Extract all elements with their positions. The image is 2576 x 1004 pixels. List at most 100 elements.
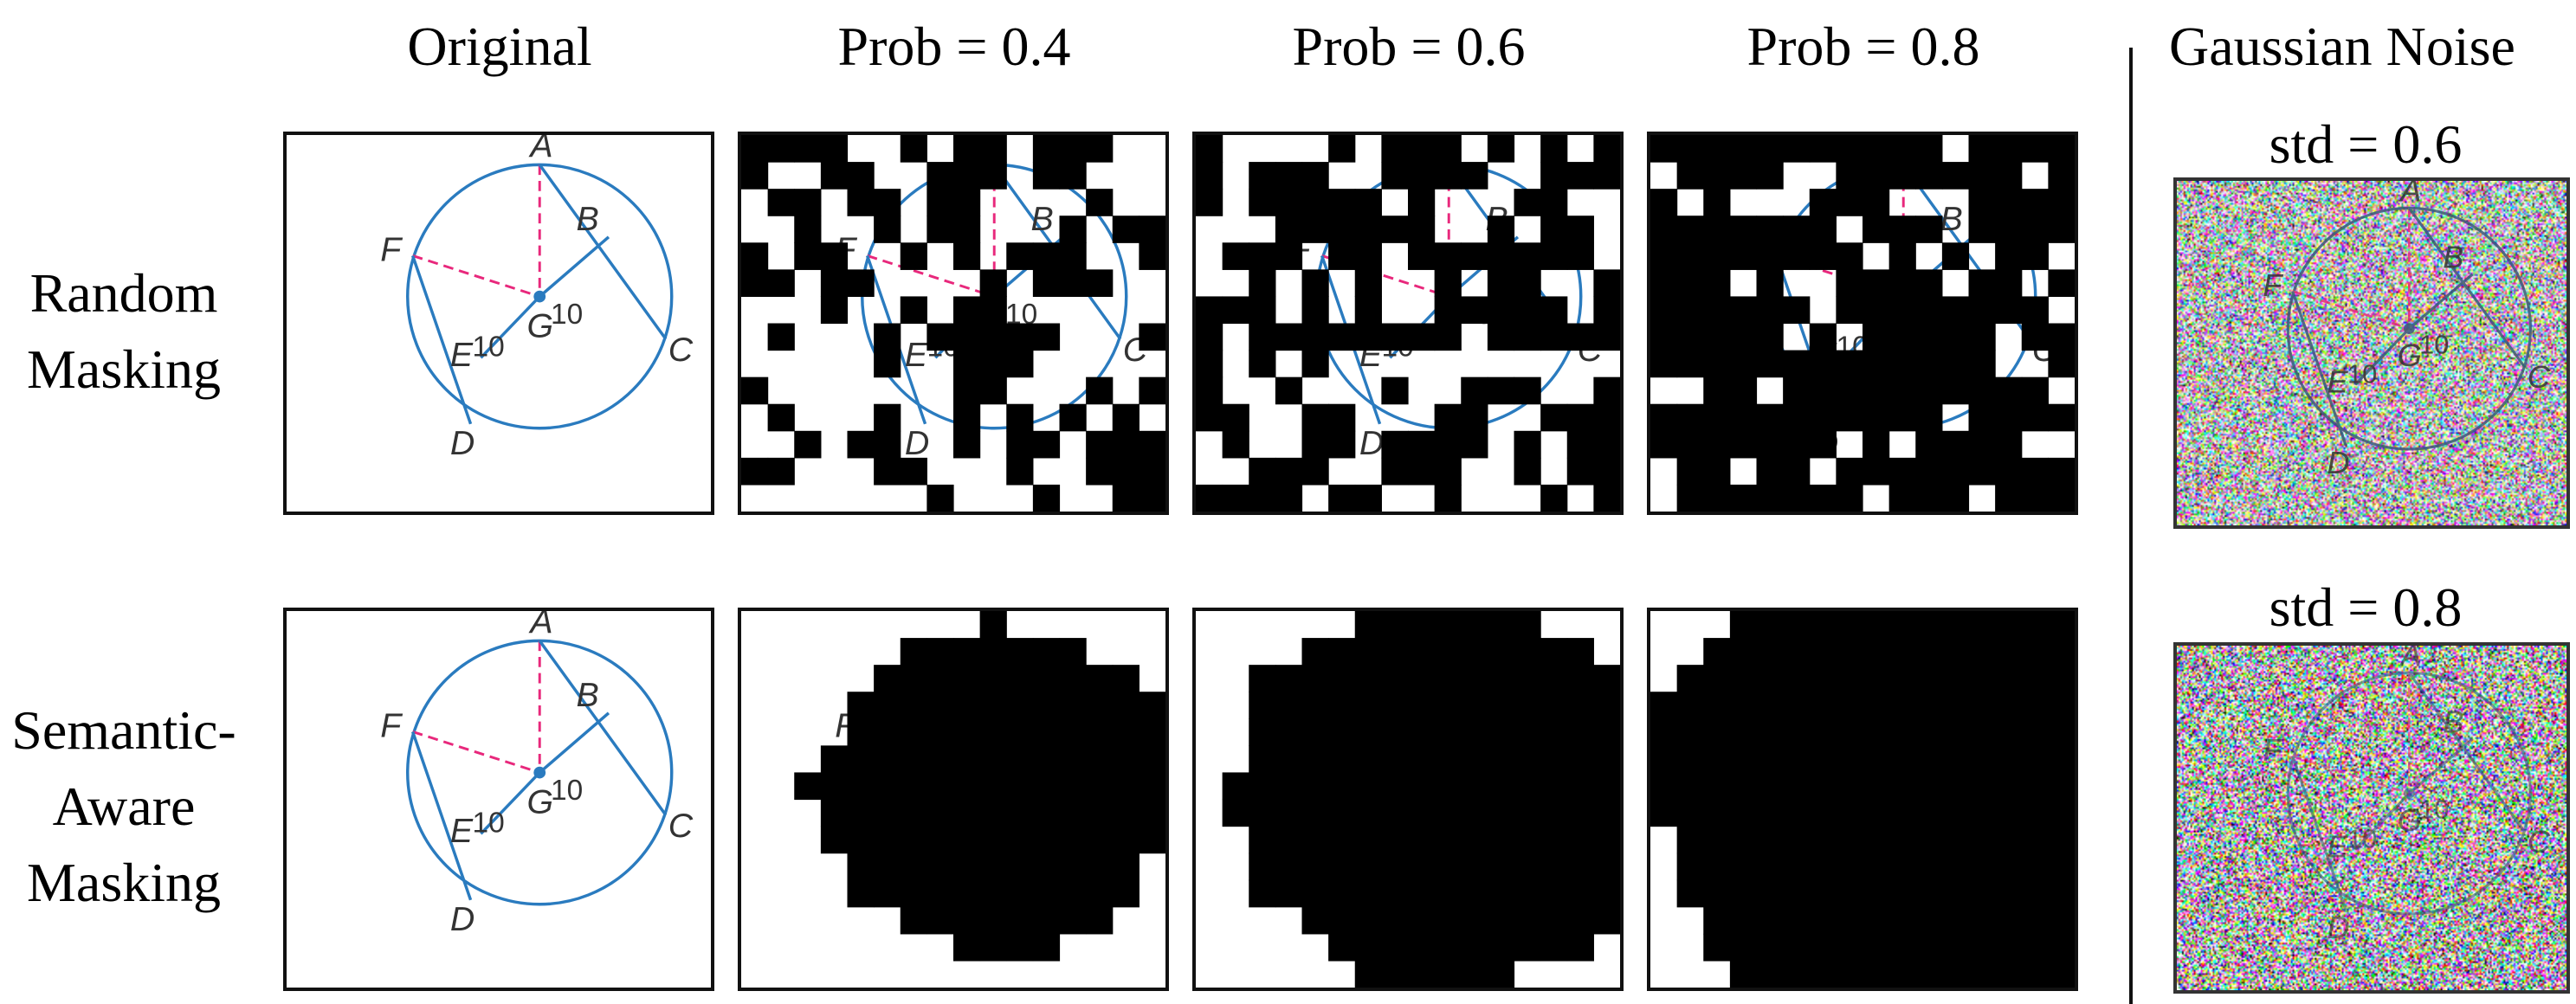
mask-patch [1888,718,1916,746]
panel-original-random: A B C D E F G 10 10 [283,132,714,515]
mask-patch [1968,323,1996,351]
mask-patch [2048,135,2075,163]
point-label: D [2327,910,2349,945]
mask-patch [953,665,981,692]
mask-patch [1328,665,1356,692]
mask-patch [1354,296,1382,325]
mask-patch [926,853,954,881]
mask-patch [926,879,954,908]
mask-patch [1301,692,1329,719]
mask-patch [1809,826,1837,854]
mask-patch [1915,269,1943,298]
column-header-gaussian-noise: Gaussian Noise [2169,16,2515,77]
mask-patch [953,718,981,746]
mask-patch [1756,242,1784,270]
mask-patch [1650,403,1678,432]
mask-patch [2048,457,2075,486]
point-label: A [528,611,552,641]
mask-patch [2021,879,2049,908]
mask-patch [1354,879,1382,908]
mask-patch [1032,638,1061,666]
mask-patch [1381,799,1409,827]
mask-patch [1703,853,1731,881]
mask-patch [1487,665,1515,692]
mask-patch [900,692,927,719]
mask-patch [1676,665,1704,692]
mask-patch [1968,665,1996,692]
mask-patch [1301,906,1329,935]
point-label: E [2327,364,2348,399]
mask-patch [1676,162,1704,190]
point-label: F [2263,732,2283,768]
mask-patch [1968,906,1996,935]
mask-patch [1086,430,1114,459]
mask-patch [1540,906,1568,935]
mask-patch [1888,638,1916,666]
mask-patch [1328,638,1356,666]
mask-patch [1540,189,1568,216]
row-header-line: Masking [27,338,221,400]
mask-patch [1836,826,1863,854]
mask-patch [1434,430,1462,459]
panel-gaussian-std-0.8: A B C D E F G 10 10 [2173,642,2570,994]
mask-patch [1086,665,1114,692]
point-label: C [2528,359,2551,395]
mask-patch [953,826,981,854]
mask-patch [1968,638,1996,666]
mask-patch [874,457,901,486]
point-label: E [450,812,474,850]
mask-patch [741,269,769,298]
mask-patch [1434,457,1462,486]
length-label: 10 [2419,331,2449,360]
mask-patch [1434,718,1462,746]
point-label: F [2263,267,2283,303]
mask-patch [1915,745,1943,774]
mask-patch [1381,879,1409,908]
mask-patch [953,906,981,935]
mask-patch [820,826,849,854]
mask-patch [1461,665,1488,692]
point-label: E [2327,828,2348,864]
mask-patch [979,772,1007,801]
row-header-line: Random [29,262,218,324]
mask-patch [1328,879,1356,908]
mask-patch [1487,611,1515,639]
mask-patch [1032,933,1061,962]
mask-patch [1941,242,1970,270]
mask-patch [1915,960,1943,988]
mask-patch [900,799,927,827]
mask-patch [1941,692,1970,719]
mask-patch [1863,430,1890,459]
mask-patch [953,853,981,881]
mask-patch [1729,853,1758,881]
mask-patch [926,665,954,692]
mask-patch [1888,484,1916,512]
mask-patch [1381,853,1409,881]
mask-patch [1756,296,1784,325]
mask-patch [1112,745,1140,774]
mask-patch [1809,745,1837,774]
mask-patch [926,484,954,512]
mask-patch [1222,430,1249,459]
point-label: G [526,783,553,821]
point-label: E [450,336,474,374]
mask-patch [1941,772,1970,801]
mask-patch [1729,665,1758,692]
mask-patch [2048,484,2075,512]
mask-patch [1328,826,1356,854]
mask-patch [1540,665,1568,692]
mask-patch [1703,879,1731,908]
mask-patch [1756,457,1784,486]
mask-patch [1249,745,1276,774]
mask-patch [1249,323,1276,351]
mask-patch [2021,718,2049,746]
mask-patch [847,189,875,216]
mask-patch [1006,350,1034,378]
mask-patch [1756,323,1784,351]
mask-patch [1809,135,1837,163]
mask-patch [1995,826,2023,854]
mask-patch [1461,772,1488,801]
point-label: B [1031,200,1054,238]
mask-patch [1032,242,1061,270]
